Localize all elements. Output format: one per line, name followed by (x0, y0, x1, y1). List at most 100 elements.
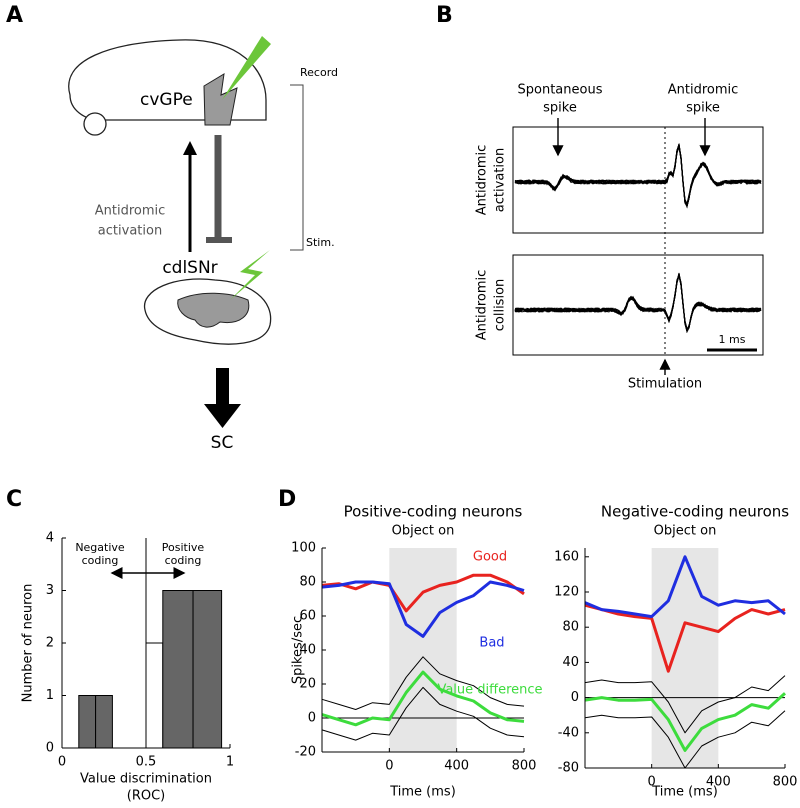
y-tick-label: 80 (299, 575, 316, 590)
y-tick-label: -20 (295, 745, 316, 760)
trace (514, 273, 762, 330)
trace-box (512, 254, 764, 356)
x-tick-label: 800 (512, 759, 537, 774)
line (584, 675, 786, 734)
x-tick-label: 400 (706, 775, 731, 790)
trace (514, 273, 762, 330)
x-axis-label: (ROC) (127, 789, 166, 804)
annotation: coding (165, 554, 202, 567)
y-tick-label: 1 (46, 688, 54, 703)
y-tick-label: 80 (562, 620, 579, 635)
series-label: Good (473, 550, 507, 565)
trace (514, 146, 762, 206)
trace (514, 274, 762, 330)
annotation: Object on (654, 524, 717, 539)
y-tick-label: 4 (46, 531, 54, 546)
annotation: spike (686, 101, 720, 116)
trace (514, 274, 762, 332)
stim-label: Stimulation (628, 377, 702, 392)
record-label: Record (300, 66, 338, 79)
big-arrow-head (204, 404, 241, 428)
trace (514, 143, 762, 205)
y-tick-label: 40 (299, 643, 316, 658)
trace-box (512, 126, 764, 234)
bar (162, 590, 194, 749)
trace (514, 272, 762, 334)
trace (514, 272, 762, 331)
arrow-head (183, 141, 197, 155)
panel-label: D (278, 487, 296, 512)
trace (514, 146, 762, 208)
trace (514, 143, 762, 209)
line (321, 686, 525, 741)
panel-label: B (436, 3, 453, 28)
x-tick-label: 1 (226, 755, 234, 770)
annotation: spike (543, 101, 577, 116)
electrode (222, 36, 271, 100)
row-label: collision (493, 279, 508, 332)
annotation: coding (82, 554, 119, 567)
x-tick-label: 800 (773, 775, 798, 790)
y-tick-label: 2 (46, 636, 54, 651)
trace (514, 143, 762, 208)
bar (78, 695, 97, 749)
trace (514, 274, 762, 333)
region-label: cdlSNr (162, 258, 217, 278)
x-axis-label: Value discrimination (80, 772, 212, 787)
y-tick-label: 120 (554, 585, 579, 600)
panel-label: A (6, 3, 23, 28)
y-tick-label: 160 (554, 549, 579, 564)
x-tick-label: 0 (648, 775, 656, 790)
trace (514, 273, 762, 334)
diagram-a: cvGPe Record Stim. Antidromic activation… (68, 36, 338, 453)
line (321, 656, 525, 710)
line (584, 555, 786, 619)
panel-label: C (6, 487, 22, 512)
annotation: Positive (162, 541, 205, 554)
brain-outline (83, 112, 107, 136)
trace (514, 273, 762, 331)
gpe-region (203, 73, 238, 126)
y-axis-label: Spikes/sec (291, 616, 306, 684)
trace (514, 144, 762, 208)
x-tick-label: 0.5 (136, 755, 157, 770)
diagram-b: Spontaneous spike Antidromic spike Antid… (475, 83, 764, 392)
x-axis-label: Time (ms) (389, 785, 456, 800)
big-arrow (216, 368, 229, 406)
y-tick-label: -40 (558, 725, 579, 740)
y-tick-label: 0 (571, 690, 579, 705)
target-label: SC (211, 433, 234, 453)
annotation: Spontaneous (518, 83, 603, 98)
trace (514, 145, 762, 208)
arrow-label: activation (98, 224, 162, 239)
x-axis-label: Time (ms) (651, 785, 718, 800)
line (584, 603, 786, 673)
row-label: Antidromic (475, 270, 490, 341)
x-tick-label: 0 (58, 755, 66, 770)
arrow-label: Antidromic (95, 204, 166, 219)
chart-title: Negative-coding neurons (601, 503, 789, 521)
trace (514, 274, 762, 330)
bracket (290, 84, 304, 251)
y-tick-label: 20 (299, 677, 316, 692)
stim-label: Stim. (306, 236, 335, 249)
series-label: Value difference (437, 683, 542, 698)
shade (651, 548, 719, 768)
trace (514, 145, 762, 208)
trace (514, 274, 762, 331)
snr-region (177, 292, 250, 328)
trace (514, 146, 762, 205)
row-label: Antidromic (475, 145, 490, 216)
y-tick-label: -80 (558, 761, 579, 776)
trace (514, 143, 762, 208)
y-tick-label: 0 (308, 711, 316, 726)
row-label: activation (493, 148, 508, 212)
y-axis-label: Number of neuron (21, 584, 36, 703)
trace (514, 143, 762, 206)
line (321, 573, 525, 613)
shade (389, 548, 457, 752)
bar (145, 642, 164, 749)
bar (95, 695, 113, 749)
